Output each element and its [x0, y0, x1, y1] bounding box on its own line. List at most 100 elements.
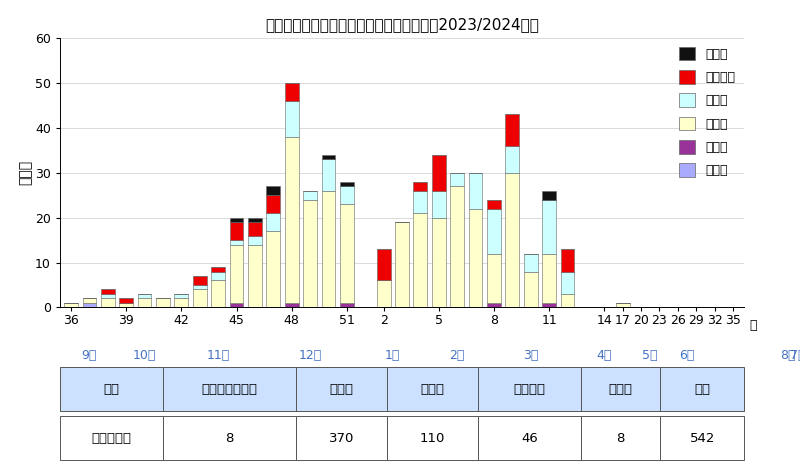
Bar: [386, 416, 478, 460]
Bar: [581, 368, 661, 411]
Bar: [230, 303, 243, 307]
Bar: [661, 416, 744, 460]
Bar: [119, 303, 133, 307]
Bar: [506, 114, 519, 146]
Text: 4月: 4月: [597, 349, 612, 362]
Text: 中学校: 中学校: [421, 383, 445, 396]
Bar: [64, 303, 78, 307]
Bar: [506, 146, 519, 173]
Bar: [478, 416, 581, 460]
Bar: [296, 368, 387, 411]
Bar: [266, 186, 280, 195]
Bar: [322, 155, 335, 159]
Text: 3月: 3月: [523, 349, 538, 362]
Bar: [487, 209, 501, 254]
Bar: [101, 298, 114, 307]
Bar: [561, 294, 574, 307]
Bar: [174, 294, 188, 298]
Text: 週: 週: [750, 318, 757, 332]
Bar: [432, 218, 446, 307]
Text: その他: その他: [609, 383, 633, 396]
Bar: [377, 280, 390, 307]
Text: 46: 46: [521, 431, 538, 445]
Text: 高等学校: 高等学校: [514, 383, 546, 396]
Bar: [322, 159, 335, 191]
Bar: [138, 298, 151, 307]
Bar: [60, 416, 162, 460]
Bar: [487, 200, 501, 209]
Text: 5月: 5月: [642, 349, 658, 362]
Bar: [266, 213, 280, 231]
Bar: [138, 294, 151, 298]
Bar: [230, 218, 243, 222]
Bar: [285, 83, 298, 101]
Text: 1月: 1月: [385, 349, 401, 362]
Bar: [450, 186, 464, 307]
Bar: [193, 285, 206, 289]
Bar: [230, 222, 243, 240]
Bar: [340, 186, 354, 204]
Bar: [542, 200, 556, 254]
Text: 110: 110: [420, 431, 445, 445]
Text: 9月: 9月: [82, 349, 97, 362]
Bar: [285, 303, 298, 307]
Bar: [211, 272, 225, 280]
Bar: [469, 173, 482, 209]
Bar: [248, 245, 262, 307]
Bar: [266, 195, 280, 213]
Bar: [524, 254, 538, 272]
Bar: [581, 416, 661, 460]
Bar: [340, 303, 354, 307]
Bar: [450, 173, 464, 186]
Text: 11月: 11月: [206, 349, 230, 362]
Bar: [193, 276, 206, 285]
Bar: [414, 182, 427, 191]
Text: 8: 8: [225, 431, 234, 445]
Bar: [661, 368, 744, 411]
Text: 小学校: 小学校: [330, 383, 354, 396]
Bar: [193, 289, 206, 307]
Bar: [230, 240, 243, 245]
Bar: [230, 245, 243, 303]
Bar: [542, 254, 556, 303]
Bar: [616, 303, 630, 307]
Bar: [285, 101, 298, 137]
Legend: その他, 高等学校, 中学校, 小学校, 幼稚園, 保育所: その他, 高等学校, 中学校, 小学校, 幼稚園, 保育所: [677, 44, 738, 180]
Bar: [487, 303, 501, 307]
Text: 合計: 合計: [694, 383, 710, 396]
Bar: [285, 137, 298, 303]
Bar: [101, 289, 114, 294]
Bar: [248, 218, 262, 222]
Bar: [162, 416, 296, 460]
Text: 2月: 2月: [450, 349, 465, 362]
Bar: [82, 298, 96, 303]
Bar: [487, 254, 501, 303]
Bar: [266, 231, 280, 307]
Text: 370: 370: [329, 431, 354, 445]
Bar: [377, 249, 390, 280]
Text: 8: 8: [616, 431, 625, 445]
Bar: [469, 209, 482, 307]
Text: 8月: 8月: [780, 349, 796, 362]
Bar: [414, 213, 427, 307]
Bar: [542, 191, 556, 200]
Text: 7月: 7月: [790, 349, 800, 362]
Text: 累積措置数: 累積措置数: [91, 431, 131, 445]
Text: 区分: 区分: [103, 383, 119, 396]
Bar: [248, 222, 262, 236]
Bar: [561, 272, 574, 294]
Bar: [211, 280, 225, 307]
Bar: [211, 267, 225, 272]
Bar: [386, 368, 478, 411]
Bar: [478, 368, 581, 411]
Bar: [432, 191, 446, 218]
Y-axis label: 施設数: 施設数: [18, 160, 32, 185]
Bar: [524, 272, 538, 307]
Text: 542: 542: [690, 431, 715, 445]
Bar: [340, 182, 354, 186]
Bar: [101, 294, 114, 298]
Bar: [414, 191, 427, 213]
Bar: [60, 368, 162, 411]
Bar: [296, 416, 387, 460]
Bar: [82, 303, 96, 307]
